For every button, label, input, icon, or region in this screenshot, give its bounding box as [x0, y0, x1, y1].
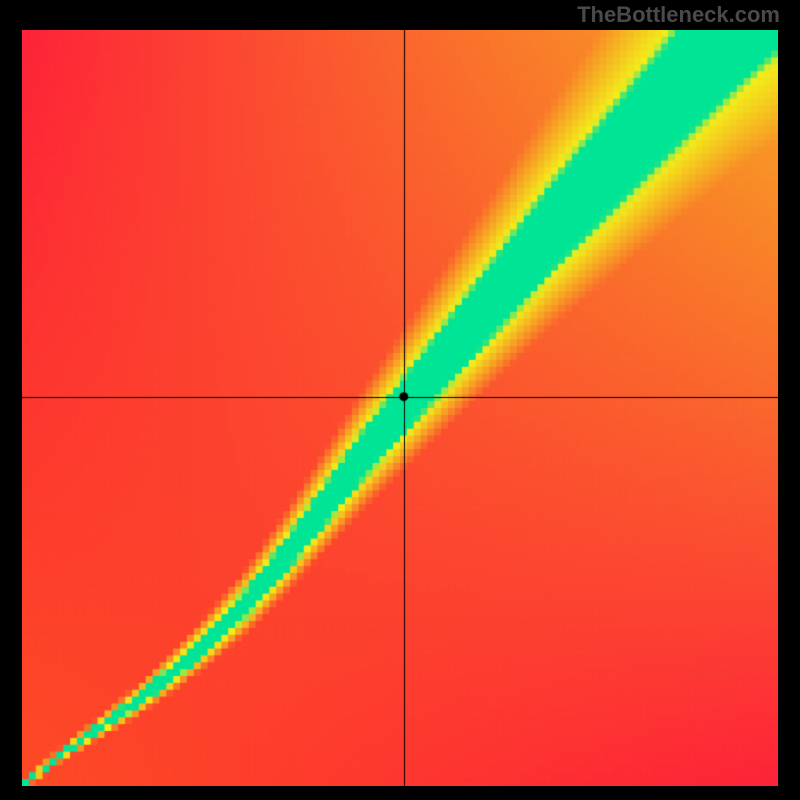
bottleneck-heatmap	[22, 30, 778, 786]
watermark-text: TheBottleneck.com	[577, 2, 780, 28]
